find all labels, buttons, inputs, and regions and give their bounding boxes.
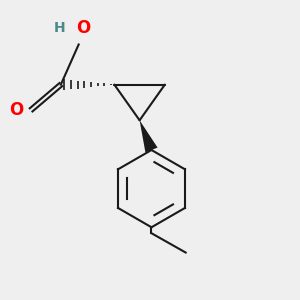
Text: O: O	[76, 19, 90, 37]
Polygon shape	[140, 120, 158, 152]
Text: H: H	[53, 21, 65, 35]
Text: O: O	[9, 101, 23, 119]
